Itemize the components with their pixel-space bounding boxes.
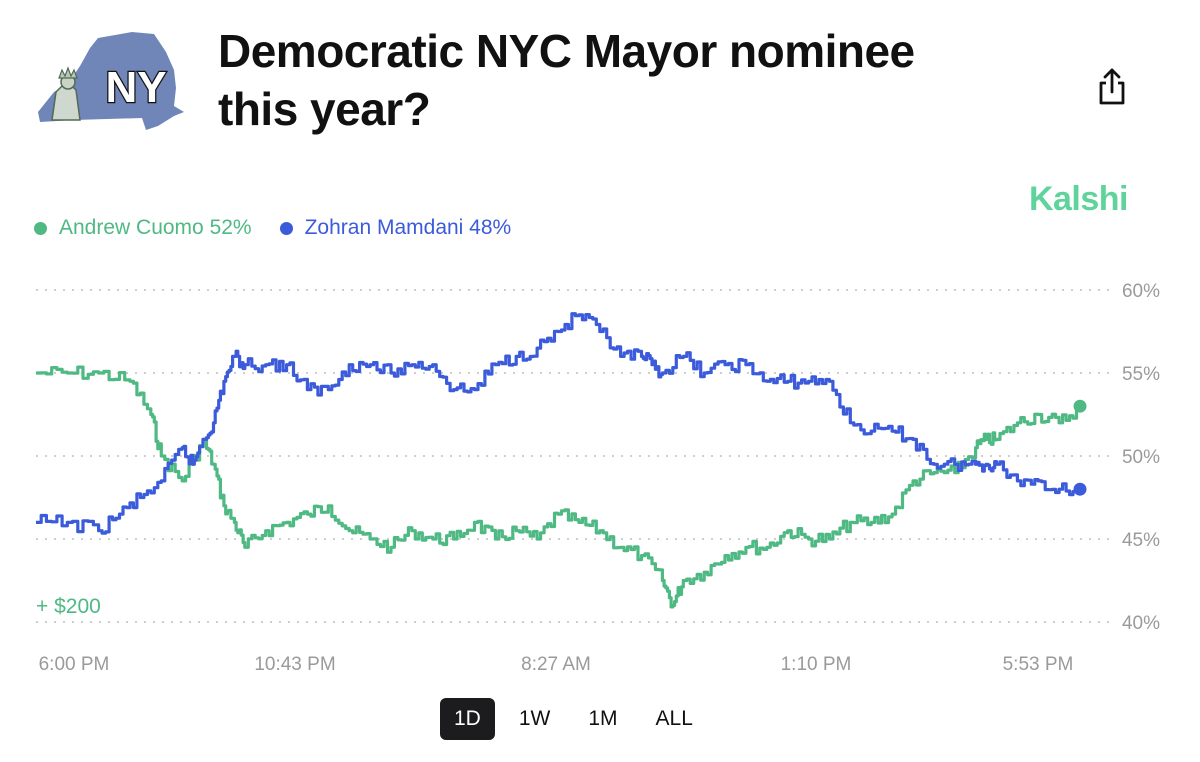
x-tick-label-4: 1:10 PM <box>781 654 852 675</box>
legend-item-mamdani: Zohran Mamdani 48% <box>279 216 512 240</box>
y-tick-label-45: 45% <box>1122 530 1160 551</box>
y-tick-label-40: 40% <box>1122 613 1160 634</box>
timeframe-selector: 1D 1W 1M ALL <box>440 698 707 740</box>
y-tick-label-60: 60% <box>1122 281 1160 302</box>
timeframe-1m-button[interactable]: 1M <box>574 698 631 740</box>
legend-label-mamdani: Zohran Mamdani 48% <box>304 216 512 239</box>
x-tick-label-2: 10:43 PM <box>254 654 335 675</box>
brand-logo: Kalshi <box>1000 180 1129 219</box>
series-endpoint-mamdani <box>1073 482 1087 496</box>
series-endpoint-cuomo <box>1073 399 1087 413</box>
timeframe-1d-button[interactable]: 1D <box>440 698 495 740</box>
logo-text: NY <box>105 63 166 112</box>
timeframe-all-button[interactable]: ALL <box>642 698 707 740</box>
x-tick-labels: 6:00 PM 10:43 PM 8:27 AM 1:10 PM 5:53 PM <box>39 654 1074 675</box>
x-tick-label-3: 8:27 AM <box>521 654 591 675</box>
timeframe-1w-button[interactable]: 1W <box>505 698 565 740</box>
brand-name: Kalshi <box>1028 180 1129 218</box>
series-line-mamdani <box>36 312 1082 535</box>
legend-label-cuomo: Andrew Cuomo 52% <box>59 216 252 239</box>
title-line-2: this year? <box>218 83 431 135</box>
ny-state-logo: NY <box>34 26 184 134</box>
legend-dot-cuomo <box>34 221 47 235</box>
x-tick-label-5: 5:53 PM <box>1003 654 1074 675</box>
x-tick-label-1: 6:00 PM <box>39 654 110 675</box>
series-line-cuomo <box>36 365 1082 609</box>
y-tick-label-50: 50% <box>1122 447 1160 468</box>
chart-legend: Andrew Cuomo 52% Zohran Mamdani 48% <box>34 216 511 240</box>
annotation-label: + $200 <box>36 595 101 618</box>
y-tick-labels: 60% 55% 50% 45% 40% <box>1122 281 1160 634</box>
share-icon <box>1099 68 1125 105</box>
y-tick-label-55: 55% <box>1122 364 1160 385</box>
share-button[interactable] <box>1088 62 1136 110</box>
page-title: Democratic NYC Mayor nominee this year? <box>218 22 1018 138</box>
legend-dot-mamdani <box>279 221 293 235</box>
legend-item-cuomo: Andrew Cuomo 52% <box>34 216 252 240</box>
price-chart[interactable]: 60% 55% 50% 45% 40% 6:00 PM 10:43 PM 8:2… <box>0 250 1200 690</box>
title-line-1: Democratic NYC Mayor nominee <box>218 25 915 77</box>
liberty-crown <box>58 66 78 79</box>
